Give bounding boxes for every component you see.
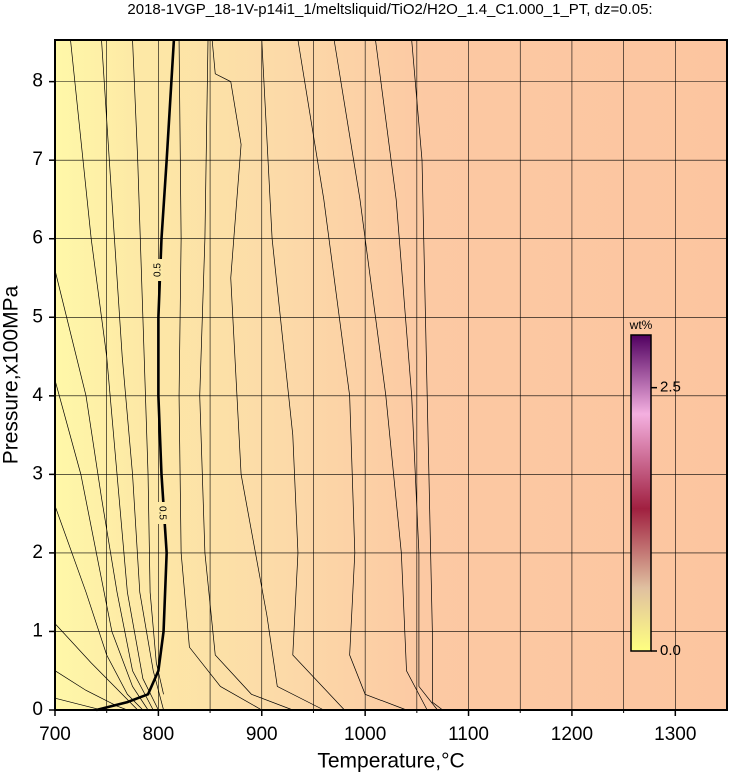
contour-line [375, 39, 438, 711]
y-axis-label: Pressure,x100MPa [0, 285, 23, 464]
x-tick-label: 1000 [344, 724, 386, 745]
x-tick-label: 800 [143, 724, 175, 745]
contour-line [70, 39, 159, 711]
y-tick-label: 7 [32, 149, 43, 170]
contour-line [297, 39, 407, 711]
y-tick-label: 6 [32, 228, 43, 249]
y-tick-label: 1 [32, 620, 43, 641]
contour-line [261, 39, 345, 711]
contour-label-bg [153, 259, 163, 281]
colorbar [630, 334, 652, 652]
contour-line [54, 380, 149, 711]
x-tick-label: 1300 [654, 724, 696, 745]
heatmap-field [55, 40, 727, 710]
colorbar-label: wt% [629, 318, 653, 332]
contour-label: 0.5 [156, 506, 167, 520]
x-axis-label: Temperature,°C [317, 750, 464, 773]
x-tick-label: 1100 [448, 724, 489, 745]
contour-line [178, 39, 262, 711]
plot-frame [54, 39, 728, 711]
colorbar-tick-label: 0.0 [660, 642, 681, 659]
y-tick-label: 5 [32, 306, 43, 327]
contour-line [211, 39, 324, 711]
x-tick-label: 700 [39, 724, 71, 745]
chart-title: 2018-1VGP_18-1V-p14i1_1/meltsliquid/TiO2… [127, 1, 652, 18]
contour-label: 0.5 [153, 263, 164, 277]
contour-line [199, 39, 293, 711]
y-tick-label: 0 [32, 699, 43, 720]
contour-line [411, 39, 443, 711]
y-tick-label: 3 [32, 463, 43, 484]
x-tick-label: 900 [246, 724, 278, 745]
y-tick-label: 8 [32, 71, 43, 92]
contour-line [333, 39, 428, 711]
y-tick-label: 2 [32, 542, 43, 563]
contour-line [54, 670, 128, 711]
contour-line [101, 39, 164, 711]
y-tick-label: 4 [32, 385, 43, 406]
contour-line [54, 270, 154, 711]
contour-line [132, 39, 164, 695]
x-tick-label: 1200 [551, 724, 593, 745]
contour-label-bg [157, 502, 167, 524]
colorbar-tick-label: 2.5 [660, 379, 681, 396]
